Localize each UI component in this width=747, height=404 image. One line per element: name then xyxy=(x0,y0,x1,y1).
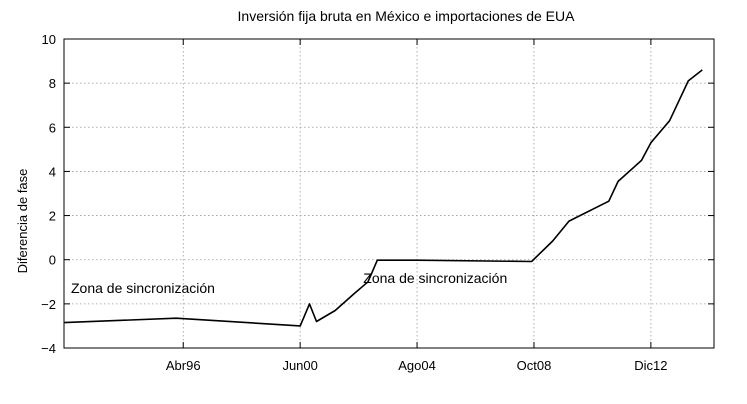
y-tick-label: 2 xyxy=(49,209,56,224)
annotation-label: Zona de sincronización xyxy=(363,270,507,286)
y-tick-label: −4 xyxy=(41,341,56,356)
grid xyxy=(64,39,714,348)
x-tick-label: Oct08 xyxy=(517,358,552,373)
x-tick-label: Ago04 xyxy=(398,358,436,373)
plot-frame xyxy=(63,38,715,349)
y-tick-label: 8 xyxy=(49,76,56,91)
series-layer xyxy=(63,69,703,327)
chart-title: Inversión fija bruta en México e importa… xyxy=(238,8,576,24)
y-tick-label: 4 xyxy=(49,164,56,179)
y-tick-label: 6 xyxy=(49,120,56,135)
y-tick-label: 0 xyxy=(49,253,56,268)
series-line xyxy=(63,69,703,327)
y-tick-label: −2 xyxy=(41,297,56,312)
x-tick-label: Dic12 xyxy=(634,358,667,373)
annotations: Zona de sincronización Zona de sincroniza… xyxy=(71,270,507,296)
y-tick-label: 10 xyxy=(42,32,56,47)
y-axis-label: Diferencia de fase xyxy=(15,169,30,274)
x-tick-label: Jun00 xyxy=(282,358,317,373)
annotation-label: Zona de sincronización xyxy=(71,280,215,296)
axis-ticks: −4 −2 0 2 4 6 8 10 Abr96 Jun00 Ago04 Oct08 Dic12 xyxy=(41,32,714,373)
x-tick-label: Abr96 xyxy=(166,358,201,373)
